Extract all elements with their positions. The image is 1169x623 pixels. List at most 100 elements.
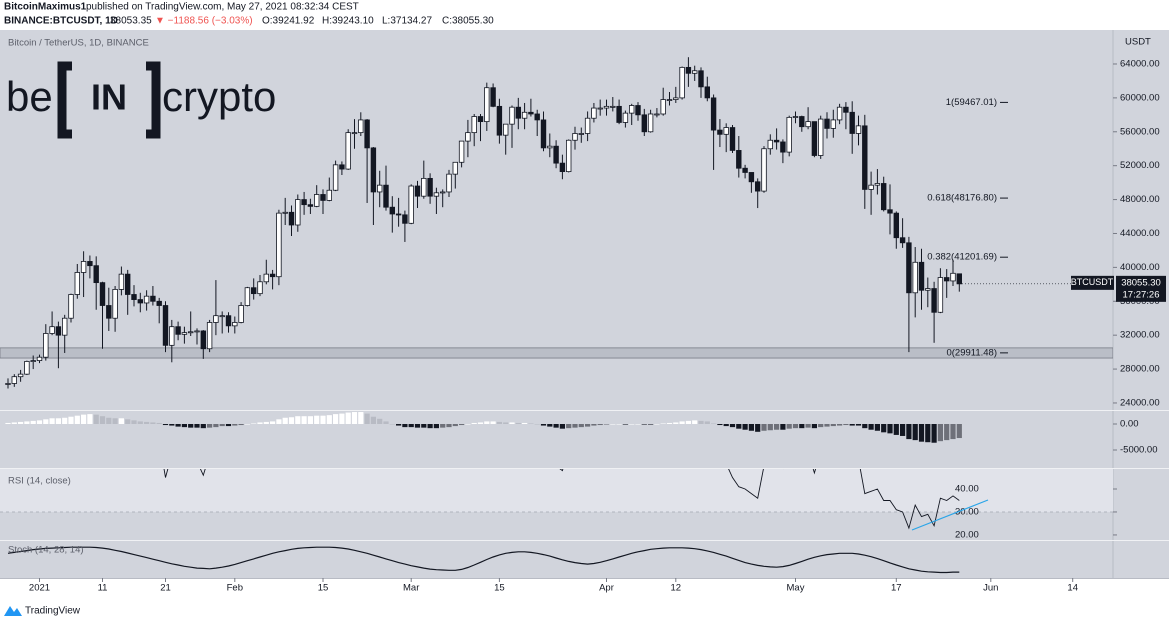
candle-body [553,145,559,164]
candle-body [219,315,225,318]
candle-body [641,114,647,133]
candle-body [729,127,736,151]
macd-bar [477,422,484,425]
macd-bar [18,421,24,425]
candle-body [868,184,874,190]
y-tick-label: -5000.00 [1120,445,1158,456]
fib-label: 0.382(41201.69) [927,252,997,263]
candle-body [647,113,654,133]
candle-body [566,139,572,173]
y-tick-label: 24000.00 [1120,397,1160,408]
candle-body [62,317,68,336]
candle-body [345,132,351,170]
macd-bar [635,424,641,425]
candle-body [150,295,156,302]
candle-body [276,212,282,278]
candle-body [288,211,295,226]
price-label-symbol: BTCUSDT [1071,277,1114,287]
logo-text: IN [91,77,127,118]
candle-body [446,173,452,193]
candle-body [509,106,515,125]
macd-bar [528,423,534,425]
candle-body [502,123,509,136]
macd-bar [232,424,238,426]
macd-bar [736,424,742,429]
macd-bar [421,424,427,428]
macd-bar [62,417,68,425]
macd-bar [893,424,899,435]
macd-bar [748,424,754,431]
candle-body [402,214,408,224]
macd-bar [597,424,603,426]
macd-bar [792,424,799,429]
macd-bar [188,424,194,428]
candle-body [301,199,307,206]
candle-body [899,237,906,244]
x-tick-label: Jun [983,583,998,594]
candle-body [792,116,799,118]
macd-bar [194,424,200,428]
macd-bar [704,421,710,425]
macd-bar [370,416,376,425]
macd-bar [522,422,528,425]
macd-bar [36,420,43,425]
candle-body [528,111,534,115]
candle-body [780,141,786,153]
candle-body [156,300,162,306]
candle-body [339,164,345,170]
macd-bar [679,421,685,425]
macd-bar [868,424,874,430]
candle-body [351,132,358,135]
macd-bar [534,424,540,425]
y-tick-label: 0.00 [1120,419,1139,430]
y-tick-label: 44000.00 [1120,228,1160,239]
candle-body [748,172,755,183]
macd-bar [219,424,225,427]
macd-bar [666,422,673,425]
macd-bar [339,413,345,425]
macd-bar [603,424,610,425]
candle-body [376,184,383,193]
macd-bar [729,424,736,428]
candle-body [169,326,175,346]
macd-bar [459,424,465,426]
macd-bar [780,424,786,430]
logo: be IN crypto [6,61,276,139]
macd-bar [723,424,729,427]
macd-bar [774,424,780,430]
candle-body [244,287,251,306]
x-tick-label: 11 [98,583,108,594]
y-tick-label: 52000.00 [1120,160,1160,171]
macd-bar [137,421,143,425]
candle-body [30,360,36,362]
macd-bar [503,422,509,425]
candle-body [603,105,610,109]
candle-body [540,119,547,149]
footer: TradingView [4,606,81,617]
candle-body [855,125,862,134]
macd-bar [427,424,433,429]
macd-bar [648,424,654,425]
candle-body [843,106,849,113]
macd-bar [389,424,395,425]
x-tick-label: Feb [227,583,243,594]
macd-bar [515,422,521,425]
macd-bar [244,424,250,425]
macd-bar [377,418,383,425]
rsi-line [163,469,960,530]
candle-body [654,113,660,116]
x-tick-label: 12 [671,583,682,594]
candle-body [496,105,503,136]
x-tick-label: 2021 [29,583,50,594]
candle-body [238,305,244,323]
macd-bar [74,415,80,425]
y-tick-label: 56000.00 [1120,126,1160,137]
macd-bar [610,424,616,425]
y-tick-label: 64000.00 [1120,58,1160,69]
macd-bar [811,424,817,429]
y-tick-label: 20.00 [955,529,979,540]
candle-body [358,119,364,134]
candle-body [282,211,288,214]
x-tick-label: 21 [160,583,171,594]
candle-body [213,315,219,323]
